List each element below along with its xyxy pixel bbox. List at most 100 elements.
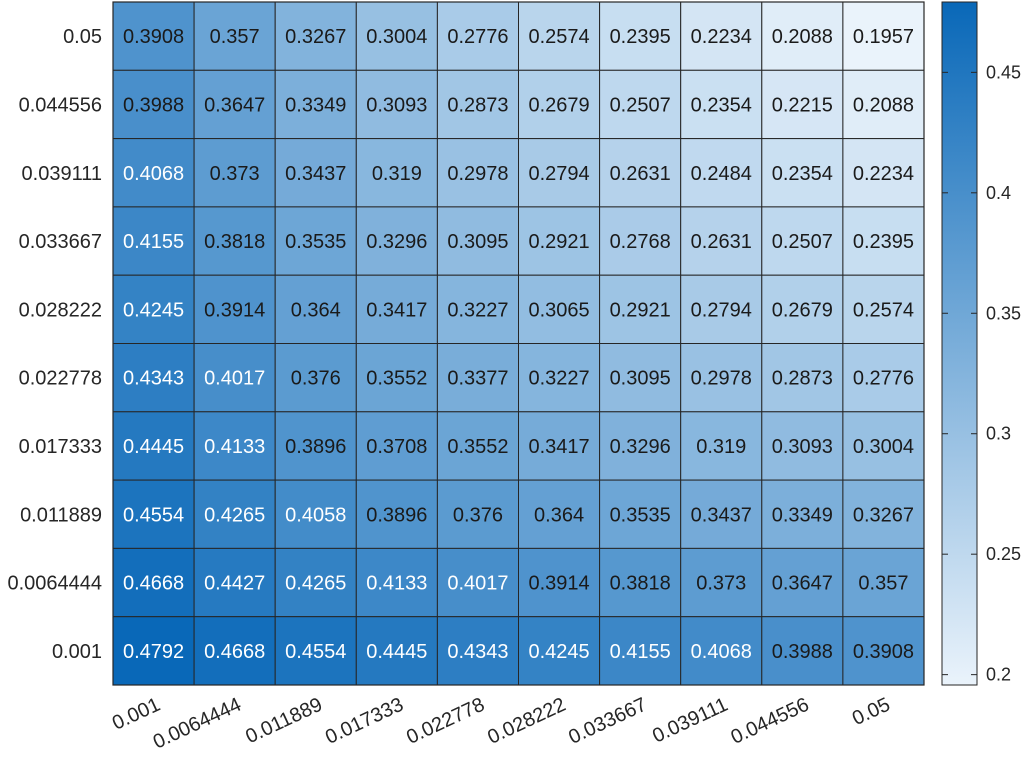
heatmap-cell: [518, 411, 601, 481]
heatmap-cell: [193, 1, 276, 71]
heatmap-cell-label: 0.4343: [123, 368, 184, 390]
heatmap-cell-label: 0.3914: [528, 573, 589, 595]
heatmap-cell-label: 0.2088: [772, 26, 833, 48]
heatmap-cell-label: 0.3552: [447, 436, 508, 458]
y-tick-label: 0.017333: [19, 436, 102, 458]
heatmap-cell: [761, 343, 844, 413]
heatmap-cell: [436, 616, 519, 686]
y-tick-label: 0.022778: [19, 368, 102, 390]
heatmap-cell-label: 0.3908: [853, 641, 914, 663]
heatmap-cell-label: 0.4427: [204, 573, 265, 595]
x-tick-label: 0.017333: [322, 694, 407, 749]
heatmap-cell-label: 0.3437: [285, 163, 346, 185]
heatmap-cell: [274, 479, 357, 549]
heatmap-cell-label: 0.3988: [123, 94, 184, 116]
heatmap-cell-label: 0.3647: [204, 94, 265, 116]
heatmap-cell-label: 0.319: [696, 436, 746, 458]
heatmap-cell: [193, 479, 276, 549]
heatmap-cell: [436, 547, 519, 618]
heatmap-cell-label: 0.3535: [285, 231, 346, 253]
heatmap-cell: [193, 616, 276, 686]
heatmap-cell: [436, 343, 519, 413]
heatmap-cell-label: 0.4017: [204, 368, 265, 390]
heatmap-cell-label: 0.2978: [691, 368, 752, 390]
heatmap-cell-label: 0.2215: [772, 94, 833, 116]
colorbar-gradient: [941, 1, 978, 686]
heatmap-cell-label: 0.2507: [772, 231, 833, 253]
heatmap-cell-label: 0.4058: [285, 504, 346, 526]
heatmap-cell-label: 0.2395: [610, 26, 671, 48]
heatmap-cell-label: 0.4445: [366, 641, 427, 663]
heatmap-cell-label: 0.2873: [772, 368, 833, 390]
heatmap-cell: [761, 547, 844, 618]
heatmap-cell: [518, 69, 601, 140]
heatmap-cell: [599, 411, 682, 481]
heatmap-cell: [599, 274, 682, 345]
heatmap-cell-label: 0.2484: [691, 163, 752, 185]
heatmap-cell: [112, 1, 195, 71]
heatmap-cell-label: 0.4668: [123, 573, 184, 595]
heatmap-cell-label: 0.2794: [528, 163, 589, 185]
heatmap-cell: [761, 206, 844, 276]
heatmap-cell-label: 0.4133: [204, 436, 265, 458]
heatmap-cell: [274, 274, 357, 345]
heatmap-cell-label: 0.373: [210, 163, 260, 185]
heatmap-cell-label: 0.2873: [447, 94, 508, 116]
heatmap-cell-label: 0.4068: [123, 163, 184, 185]
heatmap-cell-label: 0.3535: [610, 504, 671, 526]
heatmap-cell-label: 0.2574: [853, 299, 914, 321]
heatmap-cell: [761, 479, 844, 549]
heatmap-cell: [761, 138, 844, 208]
y-tick-label: 0.044556: [19, 94, 102, 116]
heatmap-cell-label: 0.3093: [366, 94, 427, 116]
heatmap-cell-label: 0.1957: [853, 26, 914, 48]
heatmap-cell-label: 0.4133: [366, 573, 427, 595]
heatmap-cell: [112, 343, 195, 413]
heatmap-cell: [599, 69, 682, 140]
x-tick-label: 0.05: [849, 694, 894, 730]
heatmap-cell: [274, 138, 357, 208]
heatmap-cell-label: 0.4445: [123, 436, 184, 458]
heatmap-cell: [842, 616, 925, 686]
y-tick-label: 0.05: [63, 26, 102, 48]
heatmap-cell-label: 0.2631: [610, 163, 671, 185]
heatmap-cell: [436, 1, 519, 71]
heatmap-cell: [274, 547, 357, 618]
colorbar-ticks: 0.2 0.25 0.3 0.35 0.4 0.45: [942, 62, 1021, 685]
heatmap-cell-label: 0.3988: [772, 641, 833, 663]
heatmap-cell: [842, 411, 925, 481]
heatmap-cell-label: 0.3914: [204, 299, 265, 321]
heatmap-cell: [355, 616, 438, 686]
heatmap-cell-label: 0.364: [291, 299, 341, 321]
y-tick-label: 0.039111: [22, 163, 102, 185]
heatmap-cell-label: 0.3552: [366, 368, 427, 390]
heatmap-cell: [599, 479, 682, 549]
plot-area-border: [112, 1, 925, 686]
x-tick-label: 0.033667: [565, 694, 650, 749]
heatmap-cell: [680, 69, 763, 140]
heatmap-cell-label: 0.2507: [610, 94, 671, 116]
heatmap-cell-label: 0.364: [534, 504, 584, 526]
x-tick-label: 0.0064444: [150, 694, 245, 754]
heatmap-cell-label: 0.2768: [610, 231, 671, 253]
heatmap-cell-label: 0.357: [210, 26, 260, 48]
heatmap-cell: [761, 274, 844, 345]
heatmap-cell: [680, 206, 763, 276]
heatmap-cell: [761, 411, 844, 481]
heatmap-cell-label: 0.3896: [285, 436, 346, 458]
heatmap-cell-label: 0.4068: [691, 641, 752, 663]
y-tick-label: 0.001: [52, 641, 102, 663]
heatmap-cell-label: 0.3227: [447, 299, 508, 321]
heatmap-cell: [436, 274, 519, 345]
heatmap-cell-label: 0.2776: [447, 26, 508, 48]
heatmap-cell-label: 0.3377: [447, 368, 508, 390]
heatmap-cell-label: 0.2679: [528, 94, 589, 116]
heatmap-cell-label: 0.3004: [853, 436, 914, 458]
heatmap-cell: [193, 274, 276, 345]
heatmap-cell-label: 0.2978: [447, 163, 508, 185]
heatmap-cell-label: 0.3908: [123, 26, 184, 48]
heatmap-cell: [680, 547, 763, 618]
heatmap-cell: [436, 206, 519, 276]
heatmap-cell: [274, 69, 357, 140]
